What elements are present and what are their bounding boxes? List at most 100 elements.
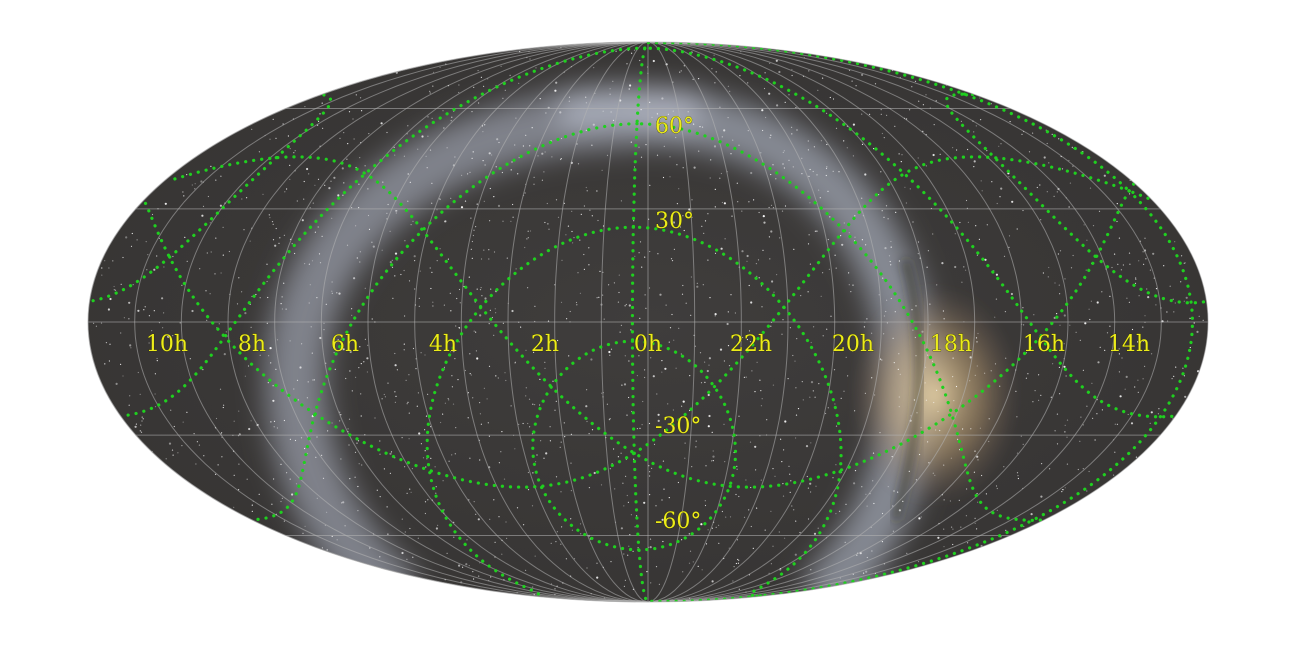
- star: [794, 360, 796, 362]
- star: [871, 550, 873, 552]
- star: [510, 220, 512, 222]
- star: [284, 191, 286, 193]
- star: [223, 404, 225, 406]
- star: [996, 509, 998, 511]
- star: [979, 427, 982, 429]
- star: [915, 355, 917, 357]
- star: [540, 440, 542, 442]
- star: [405, 379, 407, 381]
- star: [173, 425, 175, 428]
- star: [894, 311, 896, 313]
- star: [544, 151, 546, 153]
- star: [465, 563, 468, 566]
- star: [861, 239, 864, 241]
- star: [644, 256, 646, 258]
- star: [316, 497, 318, 499]
- star: [852, 155, 855, 157]
- dec-label-minus-30: -30°: [655, 414, 701, 439]
- star: [939, 429, 941, 432]
- star: [215, 237, 217, 239]
- star: [1138, 260, 1140, 262]
- star: [186, 260, 188, 262]
- star: [443, 127, 445, 129]
- star: [738, 559, 740, 562]
- star: [140, 431, 143, 433]
- star: [678, 327, 680, 329]
- star: [893, 490, 895, 492]
- star: [1065, 375, 1067, 377]
- star: [668, 497, 670, 499]
- star: [892, 505, 894, 507]
- star: [337, 194, 340, 197]
- star: [649, 546, 652, 549]
- star: [976, 254, 979, 256]
- star: [781, 333, 783, 335]
- star: [832, 170, 834, 172]
- star: [679, 226, 682, 228]
- star: [1040, 495, 1043, 498]
- star: [748, 201, 750, 203]
- star: [557, 216, 560, 218]
- star: [480, 287, 482, 289]
- star: [628, 396, 630, 399]
- star: [357, 485, 359, 488]
- star: [571, 529, 574, 531]
- star: [394, 364, 397, 367]
- star: [534, 404, 536, 406]
- star: [700, 523, 703, 526]
- star: [1143, 263, 1145, 265]
- star: [800, 295, 802, 297]
- star: [1135, 277, 1137, 279]
- star: [430, 426, 432, 428]
- star: [473, 330, 475, 332]
- star: [191, 184, 193, 186]
- star: [1079, 339, 1081, 341]
- star: [379, 496, 381, 498]
- star: [636, 428, 639, 430]
- star: [782, 163, 784, 165]
- star: [760, 152, 762, 154]
- star: [630, 141, 632, 143]
- star: [531, 433, 534, 435]
- star: [547, 320, 550, 322]
- star: [772, 545, 774, 547]
- star: [757, 259, 760, 261]
- star: [450, 310, 452, 312]
- star: [408, 438, 410, 440]
- star: [524, 192, 526, 194]
- star: [297, 399, 299, 401]
- star: [937, 536, 940, 539]
- star: [295, 483, 298, 485]
- star: [609, 354, 611, 356]
- star: [743, 516, 746, 518]
- star: [179, 322, 181, 324]
- star: [294, 252, 296, 255]
- star: [933, 124, 935, 126]
- star: [1023, 525, 1025, 528]
- star: [527, 287, 529, 289]
- star: [486, 398, 488, 400]
- star: [596, 297, 598, 299]
- star: [664, 367, 667, 370]
- star: [1040, 394, 1042, 396]
- star: [707, 213, 709, 215]
- star: [493, 251, 496, 253]
- star: [109, 297, 112, 301]
- star: [620, 200, 623, 202]
- star: [834, 403, 836, 405]
- star: [1183, 262, 1185, 264]
- star: [491, 154, 493, 156]
- star: [1008, 246, 1010, 248]
- star: [689, 375, 691, 377]
- star: [522, 145, 525, 147]
- star: [704, 504, 707, 507]
- star: [345, 377, 347, 380]
- star: [308, 263, 310, 265]
- star: [504, 372, 506, 374]
- star: [533, 183, 535, 185]
- star: [1085, 269, 1087, 271]
- star: [922, 104, 925, 106]
- star: [186, 174, 188, 176]
- star: [483, 387, 485, 389]
